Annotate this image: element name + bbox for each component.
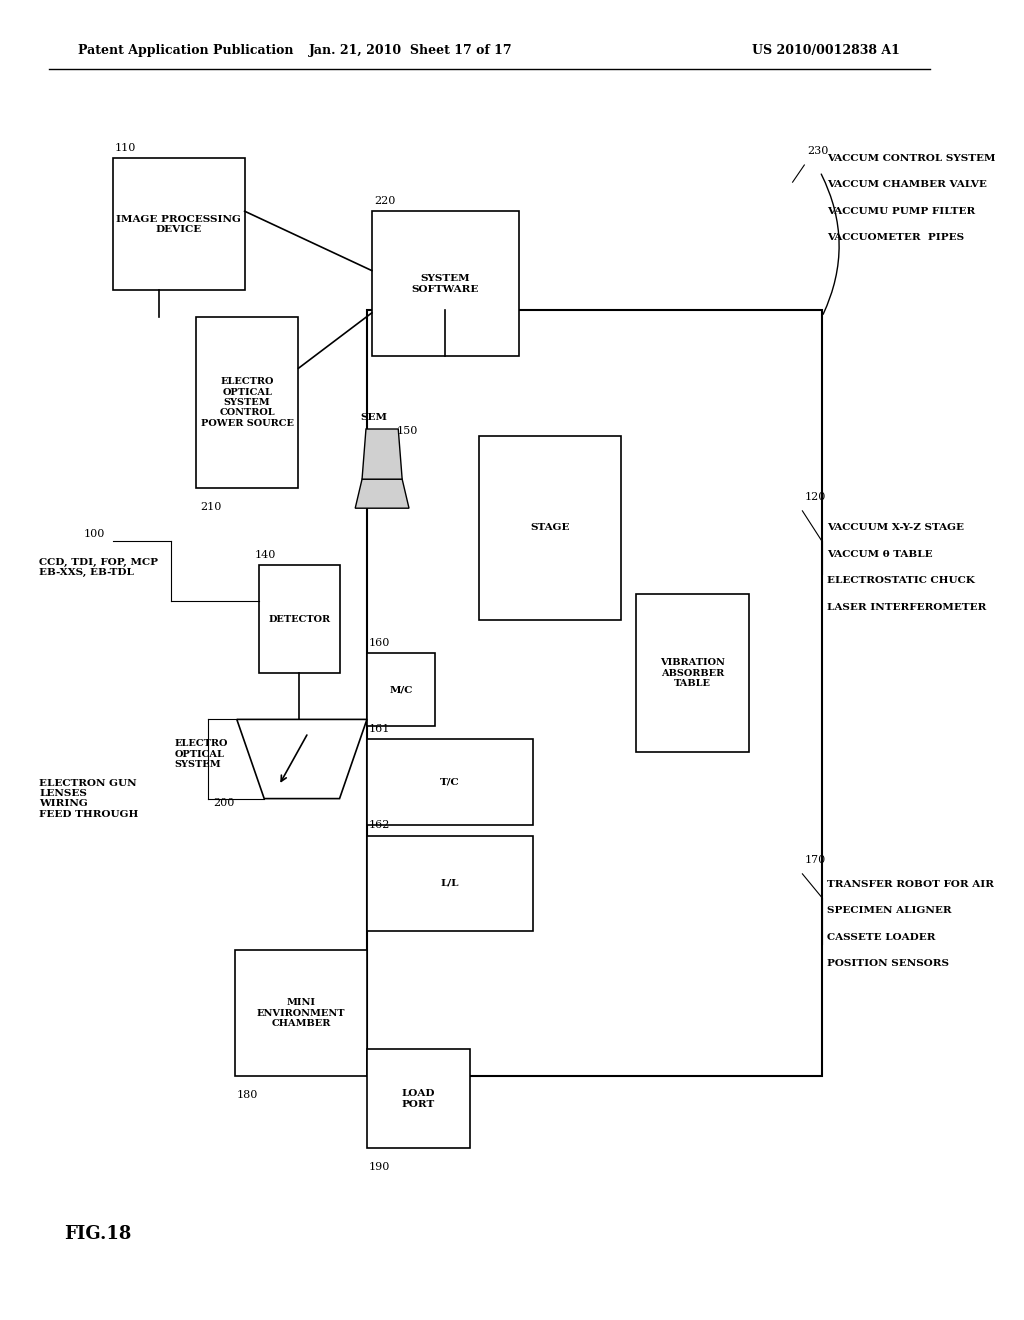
- Text: 210: 210: [201, 502, 222, 512]
- Text: SEM: SEM: [360, 413, 387, 422]
- Bar: [372, 211, 518, 356]
- Text: 162: 162: [369, 820, 390, 830]
- Text: ELECTROSTATIC CHUCK: ELECTROSTATIC CHUCK: [826, 577, 975, 585]
- Text: VACCUMU PUMP FILTER: VACCUMU PUMP FILTER: [826, 207, 975, 215]
- Text: 160: 160: [369, 638, 390, 648]
- Text: 200: 200: [213, 797, 234, 808]
- Text: VACCUM CHAMBER VALVE: VACCUM CHAMBER VALVE: [826, 181, 987, 189]
- Text: 190: 190: [369, 1162, 390, 1172]
- Text: Patent Application Publication: Patent Application Publication: [78, 44, 294, 57]
- Text: IMAGE PROCESSING
DEVICE: IMAGE PROCESSING DEVICE: [116, 215, 241, 234]
- Text: ELECTRO
OPTICAL
SYSTEM: ELECTRO OPTICAL SYSTEM: [174, 739, 227, 770]
- Text: 120: 120: [804, 491, 825, 502]
- Text: CASSETE LOADER: CASSETE LOADER: [826, 933, 935, 941]
- Text: VACCUM CONTROL SYSTEM: VACCUM CONTROL SYSTEM: [826, 154, 995, 162]
- Bar: [367, 836, 534, 931]
- Text: 100: 100: [83, 528, 104, 539]
- Text: STAGE: STAGE: [530, 524, 570, 532]
- Text: 161: 161: [369, 723, 390, 734]
- Polygon shape: [237, 719, 367, 799]
- Text: LOAD
PORT: LOAD PORT: [401, 1089, 435, 1109]
- Text: M/C: M/C: [389, 685, 413, 694]
- Text: US 2010/0012838 A1: US 2010/0012838 A1: [753, 44, 900, 57]
- Bar: [479, 436, 622, 620]
- FancyArrowPatch shape: [821, 174, 839, 314]
- Text: Jan. 21, 2010  Sheet 17 of 17: Jan. 21, 2010 Sheet 17 of 17: [309, 44, 513, 57]
- Bar: [259, 565, 340, 673]
- Bar: [636, 594, 749, 752]
- Text: MINI
ENVIRONMENT
CHAMBER: MINI ENVIRONMENT CHAMBER: [257, 998, 345, 1028]
- Text: SYSTEM
SOFTWARE: SYSTEM SOFTWARE: [412, 275, 479, 293]
- Text: 140: 140: [254, 549, 275, 560]
- Text: 220: 220: [374, 195, 395, 206]
- Bar: [367, 739, 534, 825]
- Text: VIBRATION
ABSORBER
TABLE: VIBRATION ABSORBER TABLE: [659, 659, 725, 688]
- Text: T/C: T/C: [440, 777, 460, 787]
- Text: VACCUOMETER  PIPES: VACCUOMETER PIPES: [826, 234, 964, 242]
- Polygon shape: [362, 429, 402, 479]
- Text: VACCUM θ TABLE: VACCUM θ TABLE: [826, 550, 933, 558]
- Text: DETECTOR: DETECTOR: [268, 615, 331, 623]
- Text: VACCUUM X-Y-Z STAGE: VACCUUM X-Y-Z STAGE: [826, 524, 964, 532]
- Text: TRANSFER ROBOT FOR AIR: TRANSFER ROBOT FOR AIR: [826, 880, 994, 888]
- Text: ELECTRO
OPTICAL
SYSTEM
CONTROL
POWER SOURCE: ELECTRO OPTICAL SYSTEM CONTROL POWER SOU…: [201, 378, 294, 428]
- Polygon shape: [355, 479, 409, 508]
- Bar: [113, 158, 245, 290]
- Text: L/L: L/L: [441, 879, 460, 887]
- Text: 230: 230: [807, 145, 828, 156]
- Text: 170: 170: [804, 854, 825, 865]
- Bar: [234, 950, 367, 1076]
- Text: POSITION SENSORS: POSITION SENSORS: [826, 960, 949, 968]
- Bar: [367, 653, 435, 726]
- Bar: [367, 1049, 470, 1148]
- Text: 180: 180: [237, 1089, 258, 1100]
- Text: ELECTRON GUN
LENSES
WIRING
FEED THROUGH: ELECTRON GUN LENSES WIRING FEED THROUGH: [39, 779, 138, 818]
- Text: CCD, TDI, FOP, MCP
EB-XXS, EB-TDL: CCD, TDI, FOP, MCP EB-XXS, EB-TDL: [39, 558, 158, 577]
- Text: SPECIMEN ALIGNER: SPECIMEN ALIGNER: [826, 907, 951, 915]
- Bar: [367, 310, 822, 1076]
- Text: 110: 110: [115, 143, 136, 153]
- Text: 150: 150: [396, 425, 418, 436]
- Text: FIG.18: FIG.18: [65, 1225, 131, 1243]
- Text: LASER INTERFEROMETER: LASER INTERFEROMETER: [826, 603, 986, 611]
- Bar: [196, 317, 298, 488]
